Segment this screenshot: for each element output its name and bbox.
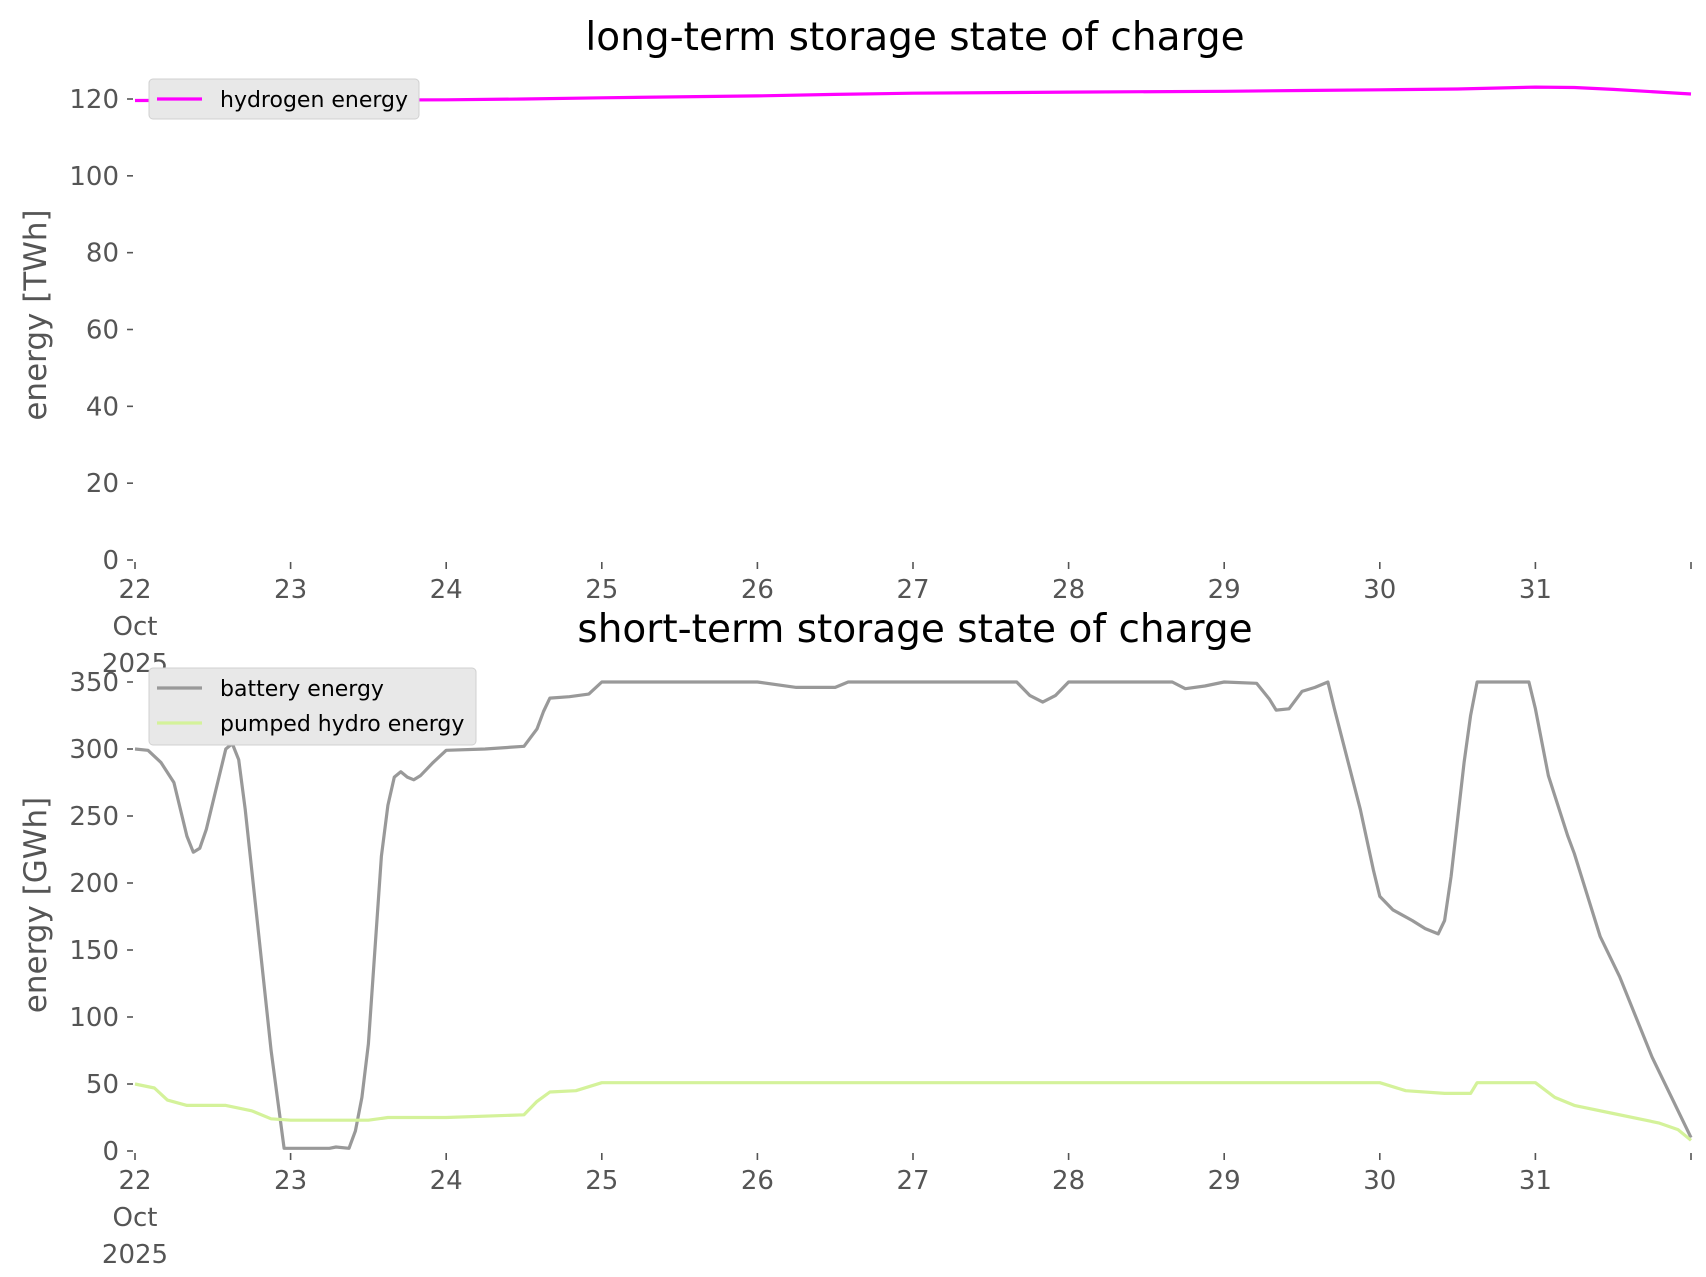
series-line-hydrogen-energy — [134, 85, 1692, 103]
y-tick-label: 50 — [86, 1070, 119, 1100]
y-axis-label-twh: energy [TWh] — [18, 209, 54, 420]
y-axis-label-gwh: energy [GWh] — [18, 797, 54, 1013]
y-tick-label: 0 — [102, 1137, 119, 1167]
chart-title-long-term: long-term storage state of charge — [585, 15, 1244, 60]
x-tick-label: 31 — [1519, 575, 1552, 605]
legend-label: battery energy — [220, 677, 384, 702]
x-tick-label: 29 — [1208, 575, 1241, 605]
axis-ticks-long-term: 0 20 40 60 80 100 120 22 Oct 2025 23 24 25 26 27 28 29 30… — [69, 85, 1692, 679]
legend-box — [148, 78, 420, 120]
x-tick-label: 22 Oct 2025 — [102, 1166, 168, 1270]
x-tick-label: 25 — [585, 575, 618, 605]
y-tick-label: 100 — [69, 162, 119, 192]
y-tick-label: 100 — [69, 1003, 119, 1033]
x-tick-label: 28 — [1052, 575, 1085, 605]
y-tick-label: 20 — [86, 469, 119, 499]
x-tick-label: 27 — [896, 575, 929, 605]
series-line-pumped-hydro-energy — [134, 1081, 1693, 1142]
x-tick-label: 23 — [274, 1166, 307, 1196]
y-tick-label: 120 — [69, 85, 119, 115]
legend-label: pumped hydro energy — [220, 712, 464, 737]
x-tick-label: 28 — [1052, 1166, 1085, 1196]
y-tick-label: 40 — [86, 392, 119, 422]
x-tick-label: 29 — [1208, 1166, 1241, 1196]
x-tick-label: 27 — [896, 1166, 929, 1196]
x-tick-label: 30 — [1363, 1166, 1396, 1196]
x-tick-label: 22 Oct 2025 — [102, 575, 168, 679]
x-tick-label: 26 — [741, 1166, 774, 1196]
x-tick-label: 24 — [430, 575, 463, 605]
y-tick-label: 250 — [69, 802, 119, 832]
series-lines-short-term — [134, 680, 1693, 1150]
series-lines-long-term — [134, 85, 1692, 103]
legend-label: hydrogen energy — [220, 88, 408, 113]
x-tick-label: 23 — [274, 575, 307, 605]
legend-long-term: hydrogen energy — [148, 78, 420, 120]
long-term-storage-panel: long-term storage state of charge energy… — [18, 15, 1692, 679]
x-tick-label: 24 — [430, 1166, 463, 1196]
x-tick-label: 30 — [1363, 575, 1396, 605]
legend-short-term: battery energy pumped hydro energy — [148, 667, 477, 746]
y-tick-label: 350 — [69, 668, 119, 698]
x-tick-label: 26 — [741, 575, 774, 605]
y-tick-label: 200 — [69, 869, 119, 899]
y-tick-label: 300 — [69, 735, 119, 765]
legend-box — [148, 667, 477, 746]
series-line-battery-energy — [134, 680, 1693, 1150]
x-tick-label: 25 — [585, 1166, 618, 1196]
chart-title-short-term: short-term storage state of charge — [577, 607, 1252, 652]
y-tick-label: 150 — [69, 936, 119, 966]
x-tick-label: 31 — [1519, 1166, 1552, 1196]
y-tick-label: 80 — [86, 239, 119, 269]
y-tick-label: 60 — [86, 316, 119, 346]
y-tick-label: 0 — [102, 546, 119, 576]
